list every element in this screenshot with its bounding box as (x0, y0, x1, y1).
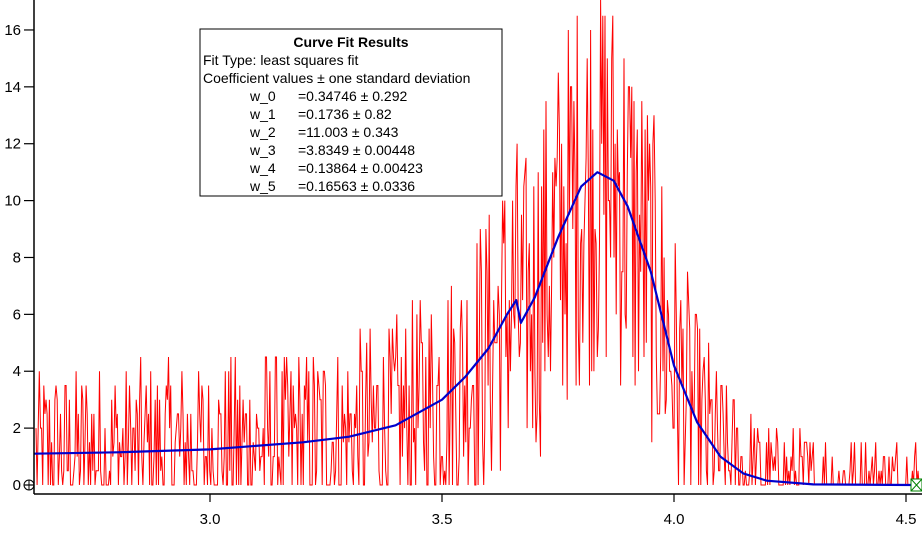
data-trace (35, 0, 920, 486)
coefficient-header-line: Coefficient values ± one standard deviat… (203, 70, 470, 86)
coefficient-name: w_5 (249, 178, 276, 194)
coefficient-name: w_1 (249, 106, 276, 122)
y-tick-label: 8 (13, 249, 21, 266)
y-ticks: 0 2 4 6 8 10 12 14 16 (4, 22, 34, 494)
coefficient-name: w_2 (249, 124, 276, 140)
y-tick-label: 16 (4, 22, 21, 39)
x-tick-label: 3.0 (200, 511, 221, 528)
fit-curve-line (33, 171, 922, 487)
x-ticks: 3.0 3.5 4.0 4.5 (200, 494, 917, 528)
coefficient-name: w_0 (249, 88, 276, 104)
fit-type-line: Fit Type: least squares fit (203, 52, 358, 68)
box-title: Curve Fit Results (293, 34, 408, 50)
y-tick-label: 10 (4, 193, 21, 210)
x-tick-label: 4.5 (896, 511, 917, 528)
y-tick-label: 4 (13, 363, 21, 380)
cursor-b-icon[interactable] (910, 478, 922, 492)
coefficient-value: =11.003 ± 0.343 (298, 124, 399, 140)
y-tick-label: 0 (13, 477, 21, 494)
x-tick-label: 4.0 (664, 511, 685, 528)
coefficient-name: w_4 (249, 160, 276, 176)
fit-curve (33, 171, 922, 487)
coefficient-value: =0.13864 ± 0.00423 (298, 160, 423, 176)
coefficient-value: =0.1736 ± 0.82 (298, 106, 392, 122)
y-tick-label: 6 (13, 306, 21, 323)
x-tick-label: 3.5 (432, 511, 453, 528)
curve-fit-results-box[interactable]: Curve Fit Results Fit Type: least square… (199, 28, 503, 197)
y-tick-label: 2 (13, 420, 21, 437)
coefficient-name: w_3 (249, 142, 276, 158)
coefficient-value: =3.8349 ± 0.00448 (298, 142, 415, 158)
y-tick-label: 14 (4, 79, 21, 96)
cursor-a-icon[interactable] (23, 479, 35, 491)
data-trace-line (35, 0, 920, 486)
coefficient-value: =0.34746 ± 0.292 (298, 88, 407, 104)
y-tick-label: 12 (4, 136, 21, 153)
coefficient-value: =0.16563 ± 0.0336 (298, 178, 415, 194)
